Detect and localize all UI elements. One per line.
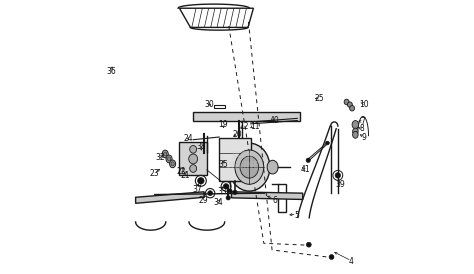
Bar: [278, 184, 286, 212]
Ellipse shape: [229, 143, 270, 191]
Text: JACK
ONLINE: JACK ONLINE: [225, 151, 260, 170]
Polygon shape: [231, 192, 303, 199]
Text: 39: 39: [336, 181, 346, 189]
Text: 19: 19: [219, 120, 228, 129]
Ellipse shape: [171, 162, 174, 166]
Circle shape: [306, 242, 311, 247]
Text: 22: 22: [176, 167, 186, 176]
Circle shape: [208, 191, 213, 196]
Ellipse shape: [170, 160, 176, 168]
Ellipse shape: [235, 150, 264, 184]
Text: 33: 33: [217, 187, 227, 196]
Circle shape: [326, 141, 329, 145]
Text: 35: 35: [219, 160, 228, 169]
Text: 12: 12: [239, 122, 248, 130]
Text: 10: 10: [360, 100, 369, 109]
Text: 7: 7: [361, 118, 365, 126]
Ellipse shape: [353, 128, 358, 135]
Text: 4: 4: [349, 257, 354, 266]
Circle shape: [233, 190, 237, 195]
Text: 8: 8: [359, 124, 364, 133]
Ellipse shape: [167, 157, 171, 161]
Polygon shape: [193, 112, 300, 121]
Ellipse shape: [190, 165, 197, 172]
Circle shape: [198, 178, 204, 184]
Text: 21: 21: [180, 171, 190, 180]
Circle shape: [223, 184, 229, 189]
Text: 36: 36: [106, 67, 116, 76]
Text: 6: 6: [273, 196, 278, 204]
Ellipse shape: [189, 154, 198, 164]
Text: 37: 37: [192, 185, 202, 193]
Ellipse shape: [267, 160, 278, 174]
Text: 5: 5: [294, 211, 299, 219]
Circle shape: [306, 158, 310, 162]
Ellipse shape: [240, 156, 259, 178]
Text: 24: 24: [183, 134, 193, 143]
Circle shape: [335, 173, 341, 178]
Text: 20: 20: [232, 130, 242, 139]
Text: 29: 29: [199, 196, 209, 204]
Bar: [180, 142, 207, 175]
Text: 34: 34: [213, 198, 223, 207]
Ellipse shape: [347, 102, 352, 107]
Ellipse shape: [164, 152, 167, 156]
Text: 38: 38: [196, 142, 206, 151]
Text: 30: 30: [204, 100, 214, 109]
Text: 9: 9: [362, 133, 367, 142]
Text: 23: 23: [150, 170, 160, 178]
Bar: [219, 138, 251, 181]
Polygon shape: [136, 192, 204, 203]
Text: 25: 25: [314, 94, 324, 103]
Ellipse shape: [350, 105, 355, 111]
Ellipse shape: [166, 155, 172, 163]
Circle shape: [228, 189, 232, 193]
Ellipse shape: [344, 99, 349, 105]
Circle shape: [226, 196, 230, 200]
Text: 41: 41: [300, 165, 310, 174]
Text: 40: 40: [270, 116, 280, 125]
Ellipse shape: [162, 150, 168, 158]
Text: 11: 11: [250, 122, 260, 130]
Circle shape: [329, 255, 334, 259]
Ellipse shape: [190, 145, 197, 153]
Ellipse shape: [352, 121, 359, 129]
Ellipse shape: [353, 131, 358, 138]
Text: 32: 32: [155, 153, 164, 162]
